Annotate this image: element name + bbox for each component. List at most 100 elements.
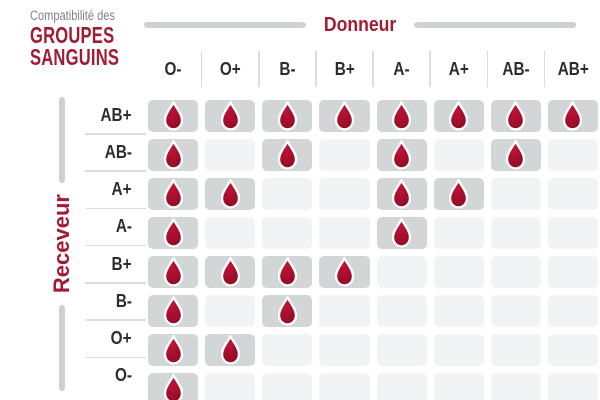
blood-drop-icon xyxy=(163,101,183,131)
cell-o+-from-ab+ xyxy=(547,334,598,366)
receiver-label-text: O- xyxy=(115,365,132,386)
cell-ab--from-b+ xyxy=(319,139,370,171)
blood-drop-icon xyxy=(449,101,469,131)
cell-o--from-o+ xyxy=(205,373,256,400)
cell-b--from-o+ xyxy=(205,295,256,327)
cell-ab+-from-o+ xyxy=(205,100,256,132)
blood-drop-icon xyxy=(391,218,412,248)
chart-title: Compatibilité des GROUPES SANGUINS xyxy=(30,8,154,70)
cell-o+-from-a- xyxy=(376,334,427,366)
donor-header-o-: O- xyxy=(148,50,203,88)
compatibility-matrix xyxy=(148,100,598,400)
donor-column-headers: O- O+ B- B+ A- A+ AB- AB+ xyxy=(148,50,598,88)
blood-drop-icon xyxy=(220,101,240,131)
blood-drop-icon xyxy=(391,140,412,170)
cell-a--from-a+ xyxy=(433,217,484,249)
blood-drop-icon xyxy=(163,296,183,326)
cell-ab+-from-b- xyxy=(262,100,313,132)
blood-drop-icon xyxy=(449,179,469,209)
blood-drop-icon xyxy=(163,374,183,400)
cell-o+-from-b+ xyxy=(319,334,370,366)
donor-rule-line-right xyxy=(414,22,576,28)
receiver-label-a+: A+ xyxy=(85,175,146,210)
blood-drop-icon xyxy=(277,140,297,170)
donor-header-ab+: AB+ xyxy=(548,50,598,88)
cell-a--from-ab- xyxy=(490,217,541,249)
blood-drop-icon xyxy=(163,179,183,209)
cell-a--from-o+ xyxy=(205,217,256,249)
cell-o+-from-b- xyxy=(262,334,313,366)
cell-o--from-b- xyxy=(262,373,313,400)
blood-drop-icon xyxy=(277,257,297,287)
blood-drop-icon xyxy=(163,257,183,287)
cell-a+-from-a+ xyxy=(433,178,484,210)
chart-title-kicker: Compatibilité des xyxy=(30,8,115,23)
receiver-label-text: B- xyxy=(115,290,132,311)
cell-o--from-ab+ xyxy=(547,373,598,400)
cell-ab+-from-a- xyxy=(376,100,427,132)
donor-header-label: B+ xyxy=(334,58,355,79)
cell-b--from-a+ xyxy=(433,295,484,327)
donor-header-label: AB- xyxy=(502,58,530,79)
cell-b+-from-b- xyxy=(262,256,313,288)
donor-header-a-: A- xyxy=(377,50,432,88)
cell-o+-from-o+ xyxy=(205,334,256,366)
cell-ab+-from-ab+ xyxy=(547,100,598,132)
donor-header-ab-: AB- xyxy=(491,50,546,88)
cell-o--from-ab- xyxy=(490,373,541,400)
donor-header-label: A- xyxy=(393,58,410,79)
blood-drop-icon xyxy=(391,101,412,131)
receiver-axis-label: Receveur xyxy=(49,194,74,294)
receiver-axis-header: Receveur xyxy=(49,97,75,392)
chart-title-line1: GROUPES xyxy=(30,22,115,48)
cell-a--from-o- xyxy=(148,217,199,249)
cell-a+-from-a- xyxy=(376,178,427,210)
cell-ab--from-o- xyxy=(148,139,199,171)
receiver-label-b+: B+ xyxy=(85,249,146,284)
blood-drop-icon xyxy=(220,257,240,287)
cell-a+-from-ab- xyxy=(490,178,541,210)
blood-drop-icon xyxy=(220,179,240,209)
cell-b--from-b- xyxy=(262,295,313,327)
cell-ab+-from-ab- xyxy=(490,100,541,132)
cell-b--from-b+ xyxy=(319,295,370,327)
blood-drop-icon xyxy=(277,296,297,326)
cell-ab--from-ab- xyxy=(490,139,541,171)
blood-drop-icon xyxy=(334,101,355,131)
blood-drop-icon xyxy=(334,257,355,287)
cell-b+-from-b+ xyxy=(319,256,370,288)
cell-b+-from-ab+ xyxy=(547,256,598,288)
cell-ab+-from-o- xyxy=(148,100,199,132)
donor-header-a+: A+ xyxy=(434,50,489,88)
cell-a+-from-b- xyxy=(262,178,313,210)
cell-a+-from-o- xyxy=(148,178,199,210)
receiver-label-text: O+ xyxy=(111,328,132,349)
cell-a--from-a- xyxy=(376,217,427,249)
cell-b+-from-a- xyxy=(376,256,427,288)
receiver-label-text: A- xyxy=(115,216,132,237)
blood-drop-icon xyxy=(163,140,183,170)
cell-o+-from-a+ xyxy=(433,334,484,366)
receiver-label-o+: O+ xyxy=(85,324,146,359)
receiver-rule-line-bottom xyxy=(59,304,65,392)
cell-b--from-a- xyxy=(376,295,427,327)
cell-ab--from-a- xyxy=(376,139,427,171)
donor-header-label: AB+ xyxy=(557,58,589,79)
donor-header-o+: O+ xyxy=(205,50,260,88)
donor-rule-line-left xyxy=(144,22,306,28)
cell-o--from-a+ xyxy=(433,373,484,400)
cell-ab+-from-b+ xyxy=(319,100,370,132)
chart-title-line2: SANGUINS xyxy=(30,44,120,70)
cell-b+-from-o- xyxy=(148,256,199,288)
receiver-label-a-: A- xyxy=(85,212,146,247)
donor-header-label: O- xyxy=(164,58,182,79)
receiver-label-o-: O- xyxy=(85,361,146,391)
blood-drop-icon xyxy=(163,218,183,248)
cell-ab--from-o+ xyxy=(205,139,256,171)
cell-a--from-ab+ xyxy=(547,217,598,249)
cell-o--from-a- xyxy=(376,373,427,400)
receiver-rule-line-top xyxy=(59,97,65,184)
donor-header-b-: B- xyxy=(262,50,317,88)
blood-drop-icon xyxy=(563,101,583,131)
